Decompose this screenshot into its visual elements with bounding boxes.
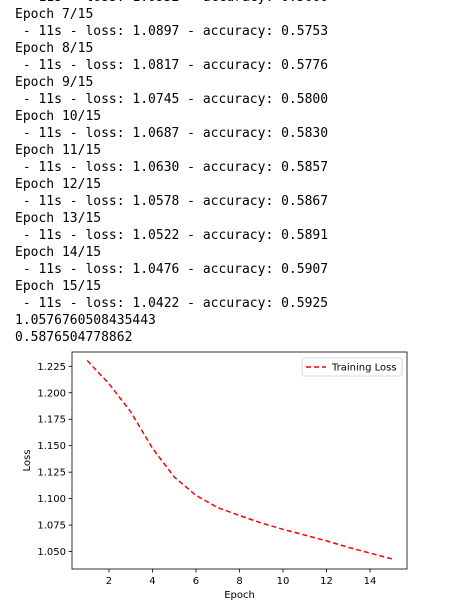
output-line: - 11s - loss: 1.0476 - accuracy: 0.5907 <box>15 262 329 277</box>
output-line: Epoch 13/15 <box>15 211 102 226</box>
y-tick-label: 1.175 <box>37 415 66 426</box>
output-line: - 11s - loss: 1.0422 - accuracy: 0.5925 <box>15 296 329 311</box>
output-line: Epoch 9/15 <box>15 75 94 90</box>
chart-legend: Training Loss <box>301 357 403 377</box>
x-tick-label: 6 <box>193 576 199 587</box>
output-line: - 11s - loss: 1.0630 - accuracy: 0.5857 <box>15 160 329 175</box>
x-axis-ticks: 2 4 6 8 10 12 14 <box>106 569 377 587</box>
output-line: Epoch 15/15 <box>15 279 102 294</box>
output-line: Epoch 10/15 <box>15 109 102 124</box>
output-line: 0.5876504778862 <box>15 330 133 345</box>
y-tick-label: 1.100 <box>37 494 66 505</box>
y-axis-ticks: 1.050 1.075 1.100 1.125 1.150 1.175 1.200 1.225 <box>37 362 72 558</box>
output-line: - 11s - loss: 1.0745 - accuracy: 0.5800 <box>15 92 329 107</box>
x-tick-label: 14 <box>364 576 377 587</box>
output-line: - 11s - loss: 1.0578 - accuracy: 0.5867 <box>15 194 329 209</box>
output-line: - 11s - loss: 1.0687 - accuracy: 0.5830 <box>15 126 329 141</box>
output-line: - 11s - loss: 1.0817 - accuracy: 0.5776 <box>15 58 329 73</box>
output-line: Epoch 12/15 <box>15 177 102 192</box>
output-line: Epoch 7/15 <box>15 7 94 22</box>
output-line: Epoch 11/15 <box>15 143 102 158</box>
y-axis-label: Loss <box>22 450 33 472</box>
legend-label: Training Loss <box>331 363 397 374</box>
training-loss-chart: 2 4 6 8 10 12 14 1.050 1.075 1.100 1.125 1.150 1.17… <box>22 351 408 601</box>
y-tick-label: 1.125 <box>37 468 66 479</box>
x-tick-label: 2 <box>106 576 112 587</box>
y-tick-label: 1.075 <box>37 521 66 532</box>
output-line: - 11s - loss: 1.0897 - accuracy: 0.5753 <box>15 24 329 39</box>
x-axis-label: Epoch <box>224 590 255 601</box>
y-tick-label: 1.150 <box>37 441 66 452</box>
y-tick-label: 1.200 <box>37 388 66 399</box>
cell-output-log: - 11s - loss: 1.0952 - accuracy: 0.5660E… <box>15 0 445 346</box>
legend-box <box>301 357 403 377</box>
x-tick-label: 4 <box>149 576 155 587</box>
y-tick-label: 1.050 <box>37 547 66 558</box>
series-line-training-loss <box>86 359 392 560</box>
x-tick-label: 10 <box>277 576 290 587</box>
x-tick-label: 8 <box>236 576 242 587</box>
output-line: - 11s - loss: 1.0952 - accuracy: 0.5660 <box>15 0 445 6</box>
plot-frame <box>71 351 408 570</box>
y-tick-label: 1.225 <box>37 362 66 373</box>
x-tick-label: 12 <box>320 576 333 587</box>
output-line: Epoch 8/15 <box>15 41 94 56</box>
output-line: - 11s - loss: 1.0522 - accuracy: 0.5891 <box>15 228 329 243</box>
output-line: Epoch 14/15 <box>15 245 102 260</box>
output-line: 1.0576760508435443 <box>15 313 156 328</box>
plot-area <box>71 351 408 570</box>
